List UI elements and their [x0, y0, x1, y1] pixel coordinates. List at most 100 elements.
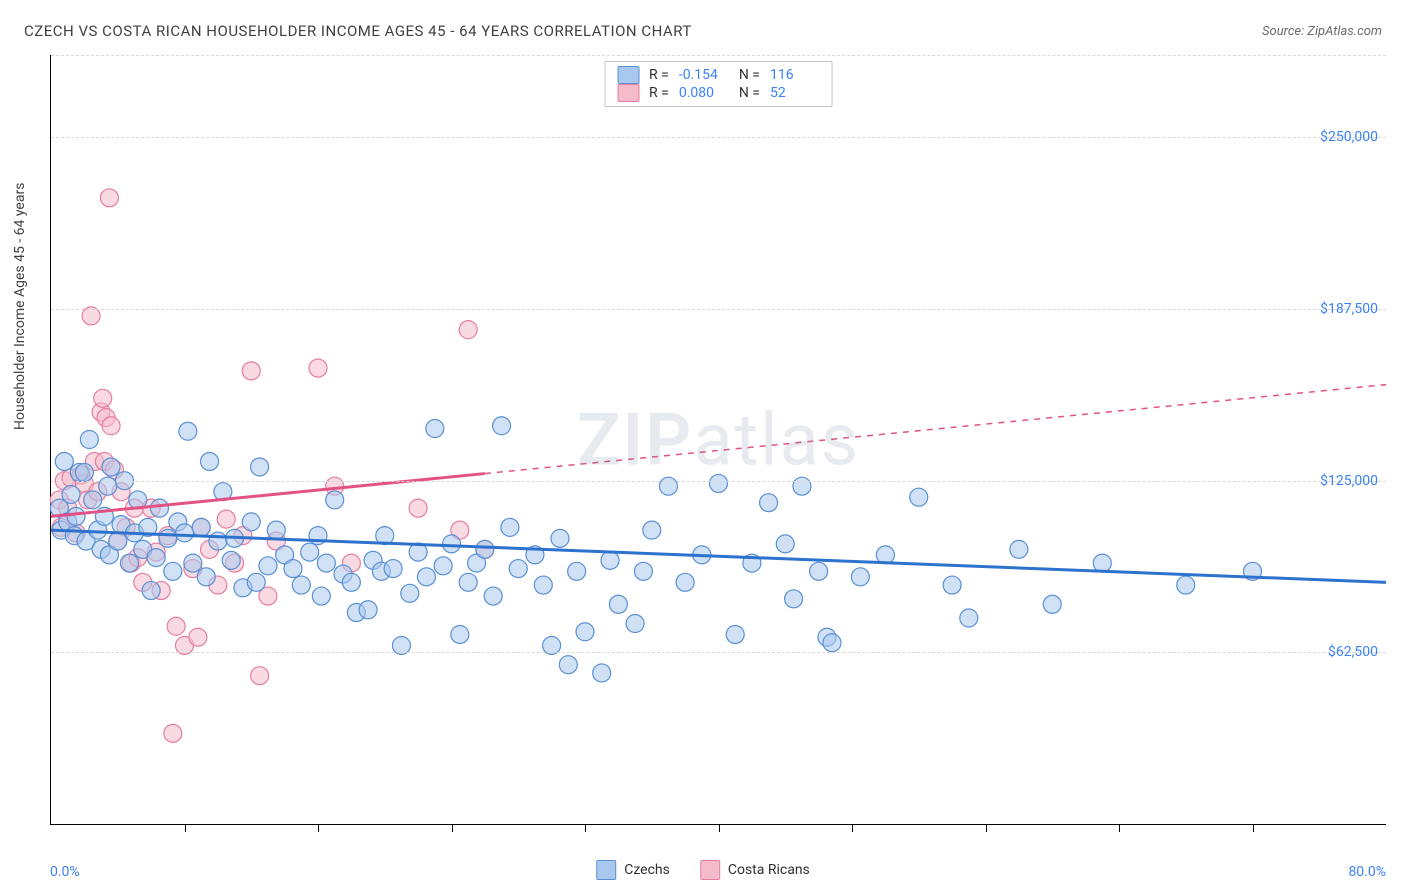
scatter-point-czech: [222, 551, 240, 569]
scatter-point-czech: [851, 568, 869, 586]
series-legend: Czechs Costa Ricans: [596, 860, 810, 880]
x-tick: [719, 824, 720, 832]
scatter-point-czech: [501, 518, 519, 536]
scatter-point-czech: [726, 625, 744, 643]
scatter-point-czech: [201, 452, 219, 470]
legend-row-costarican: R = 0.080 N = 52: [617, 84, 820, 102]
x-tick: [1253, 824, 1254, 832]
grid-line: [51, 481, 1386, 482]
scatter-point-costarican: [217, 510, 235, 528]
scatter-point-czech: [823, 634, 841, 652]
n-label: N =: [739, 67, 760, 83]
r-value-czech: -0.154: [679, 67, 729, 83]
x-tick: [185, 824, 186, 832]
x-tick: [585, 824, 586, 832]
scatter-point-czech: [142, 582, 160, 600]
trend-line-dashed-costarican: [485, 385, 1386, 474]
scatter-point-czech: [576, 623, 594, 641]
scatter-point-costarican: [309, 359, 327, 377]
scatter-point-czech: [164, 562, 182, 580]
chart-plot-area: ZIPatlas R = -0.154 N = 116 R = 0.080 N …: [50, 55, 1386, 825]
n-value-costarican: 52: [770, 85, 820, 101]
scatter-point-czech: [551, 529, 569, 547]
legend-label-czech: Czechs: [624, 862, 670, 878]
swatch-costarican: [700, 860, 720, 880]
y-tick-label: $62,500: [1328, 644, 1378, 660]
scatter-point-czech: [301, 543, 319, 561]
scatter-point-czech: [509, 560, 527, 578]
scatter-point-czech: [534, 576, 552, 594]
scatter-point-czech: [493, 417, 511, 435]
scatter-point-czech: [910, 488, 928, 506]
x-max-label: 80.0%: [1348, 864, 1386, 880]
scatter-point-czech: [55, 452, 73, 470]
legend-label-costarican: Costa Ricans: [728, 862, 810, 878]
scatter-point-czech: [292, 576, 310, 594]
scatter-point-czech: [785, 590, 803, 608]
scatter-point-czech: [84, 491, 102, 509]
scatter-point-czech: [634, 562, 652, 580]
x-tick: [318, 824, 319, 832]
x-min-label: 0.0%: [50, 864, 80, 880]
scatter-point-czech: [326, 491, 344, 509]
scatter-point-czech: [197, 568, 215, 586]
scatter-point-czech: [102, 458, 120, 476]
swatch-costarican: [617, 84, 639, 102]
scatter-point-czech: [626, 615, 644, 633]
x-tick: [986, 824, 987, 832]
scatter-point-czech: [147, 549, 165, 567]
y-tick-label: $187,500: [1320, 301, 1378, 317]
swatch-czech: [617, 66, 639, 84]
r-label: R =: [649, 85, 669, 101]
n-label: N =: [739, 85, 760, 101]
scatter-point-costarican: [459, 321, 477, 339]
scatter-point-czech: [120, 554, 138, 572]
scatter-point-czech: [342, 573, 360, 591]
scatter-point-czech: [484, 587, 502, 605]
scatter-point-czech: [459, 573, 477, 591]
source-label: Source: ZipAtlas.com: [1262, 24, 1382, 39]
r-value-costarican: 0.080: [679, 85, 729, 101]
legend-item-costarican: Costa Ricans: [700, 860, 810, 880]
scatter-point-czech: [810, 562, 828, 580]
scatter-point-czech: [1043, 595, 1061, 613]
scatter-point-czech: [434, 557, 452, 575]
y-tick-label: $250,000: [1320, 129, 1378, 145]
grid-line: [51, 652, 1386, 653]
scatter-point-czech: [247, 573, 265, 591]
scatter-point-czech: [242, 513, 260, 531]
scatter-point-czech: [62, 485, 80, 503]
scatter-point-czech: [75, 463, 93, 481]
legend-item-czech: Czechs: [596, 860, 670, 880]
scatter-point-czech: [384, 560, 402, 578]
scatter-point-czech: [943, 576, 961, 594]
scatter-point-czech: [159, 529, 177, 547]
scatter-point-czech: [267, 521, 285, 539]
scatter-point-czech: [417, 568, 435, 586]
scatter-point-czech: [67, 507, 85, 525]
scatter-point-czech: [676, 573, 694, 591]
scatter-point-czech: [760, 494, 778, 512]
scatter-point-czech: [1010, 540, 1028, 558]
scatter-point-czech: [109, 532, 127, 550]
x-tick: [1119, 824, 1120, 832]
scatter-point-czech: [609, 595, 627, 613]
scatter-point-costarican: [242, 362, 260, 380]
scatter-point-costarican: [189, 628, 207, 646]
scatter-point-czech: [192, 518, 210, 536]
scatter-point-costarican: [94, 389, 112, 407]
r-label: R =: [649, 67, 669, 83]
scatter-point-czech: [443, 535, 461, 553]
scatter-point-costarican: [102, 417, 120, 435]
scatter-point-czech: [960, 609, 978, 627]
x-tick: [452, 824, 453, 832]
scatter-point-czech: [184, 554, 202, 572]
grid-line: [51, 137, 1386, 138]
scatter-point-czech: [476, 540, 494, 558]
chart-title: CZECH VS COSTA RICAN HOUSEHOLDER INCOME …: [24, 22, 692, 40]
swatch-czech: [596, 860, 616, 880]
scatter-point-czech: [451, 625, 469, 643]
scatter-point-czech: [601, 551, 619, 569]
scatter-point-czech: [1093, 554, 1111, 572]
scatter-point-czech: [1177, 576, 1195, 594]
